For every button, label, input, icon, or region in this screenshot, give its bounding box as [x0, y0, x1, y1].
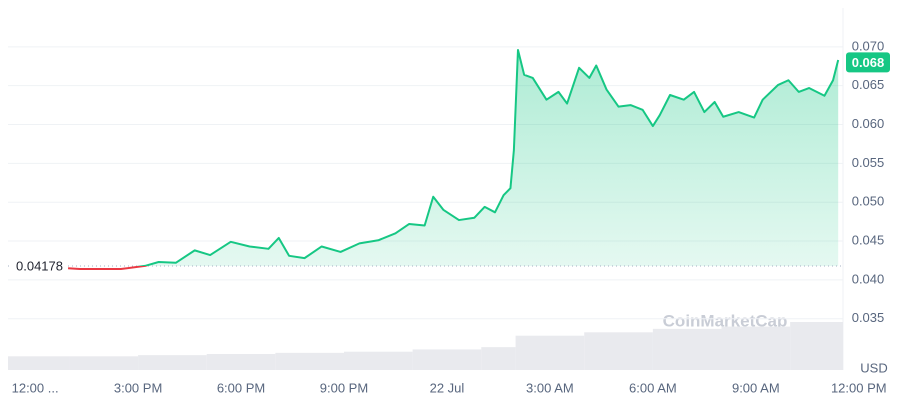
- x-tick-label: 12:00 PM: [831, 380, 887, 395]
- x-tick-label: 9:00 PM: [320, 380, 368, 395]
- baseline-label: 0.04178: [16, 258, 63, 273]
- volume-bar: [8, 356, 70, 370]
- price-badge-label: 0.068: [852, 55, 885, 70]
- volume-bar: [481, 347, 516, 370]
- x-tick-label: 6:00 PM: [217, 380, 265, 395]
- y-tick-label: 0.070: [852, 38, 885, 53]
- volume-bar: [69, 356, 139, 370]
- price-badge: [846, 52, 890, 73]
- volume-bar: [652, 328, 722, 370]
- volume-bar: [584, 332, 653, 370]
- x-tick-label: 6:00 AM: [629, 380, 677, 395]
- y-tick-label: 0.065: [852, 77, 885, 92]
- baseline-label-bg: [12, 257, 68, 276]
- area-fill: [143, 49, 839, 267]
- y-tick-label: 0.050: [852, 194, 885, 209]
- volume-bar: [412, 349, 482, 370]
- y-tick-label: 0.040: [852, 271, 885, 286]
- y-tick-label: 0.060: [852, 116, 885, 131]
- x-tick-label: 3:00 PM: [114, 380, 162, 395]
- y-tick-label: 0.045: [852, 232, 885, 247]
- volume-bar: [515, 335, 585, 370]
- y-axis-label: USD: [860, 360, 887, 375]
- watermark: CoinMarketCap: [663, 311, 788, 330]
- volume-bar: [275, 352, 344, 370]
- x-tick-label: 3:00 AM: [526, 380, 574, 395]
- x-tick-label: 22 Jul: [430, 380, 465, 395]
- volume-bar: [790, 322, 843, 370]
- volume-bar: [138, 355, 207, 370]
- volume-bar: [343, 351, 413, 370]
- price-line: [67, 48, 840, 271]
- y-tick-label: 0.055: [852, 155, 885, 170]
- x-tick-label: 9:00 AM: [732, 380, 780, 395]
- y-tick-label: 0.035: [852, 310, 885, 325]
- volume-bar: [206, 354, 276, 370]
- volume-bar: [721, 326, 791, 370]
- x-tick-label: 12:00 ...: [12, 380, 59, 395]
